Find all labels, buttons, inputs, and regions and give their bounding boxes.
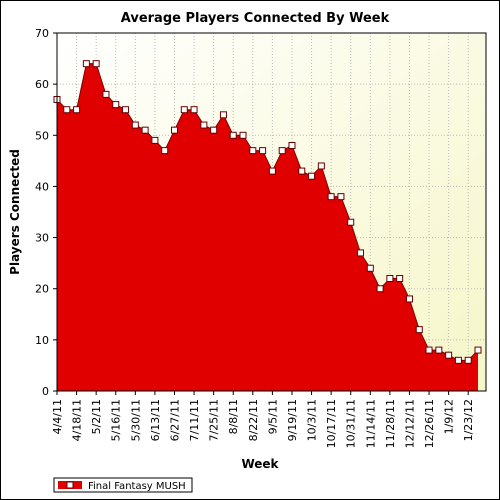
marker: [386, 274, 394, 282]
legend-box: [53, 477, 193, 493]
x-tick-label: 7/25/11: [208, 399, 221, 441]
x-tick-label: 10/3/11: [306, 399, 319, 441]
marker: [268, 167, 276, 175]
marker: [327, 193, 335, 201]
x-tick-label: 5/2/11: [90, 399, 103, 434]
legend-label: Final Fantasy MUSH: [88, 481, 186, 492]
y-tick-label: 20: [35, 283, 49, 296]
marker: [308, 172, 316, 180]
marker: [122, 106, 130, 114]
marker: [445, 351, 453, 359]
x-axis-title: Week: [241, 457, 279, 471]
marker: [405, 295, 413, 303]
marker: [396, 274, 404, 282]
y-tick-label: 70: [35, 27, 49, 40]
x-tick-label: 7/11/11: [188, 399, 201, 441]
marker: [415, 326, 423, 334]
marker: [219, 111, 227, 119]
x-tick-label: 11/14/11: [364, 399, 377, 448]
marker: [63, 106, 71, 114]
marker: [180, 106, 188, 114]
marker: [102, 90, 110, 98]
x-tick-label: 12/12/11: [403, 399, 416, 448]
x-tick-label: 4/18/11: [71, 399, 84, 441]
marker: [131, 121, 139, 129]
marker: [249, 147, 257, 155]
x-tick-label: 1/9/12: [443, 399, 456, 434]
marker: [366, 264, 374, 272]
x-tick-label: 1/23/12: [462, 399, 475, 441]
x-tick-label: 4/4/11: [51, 399, 64, 434]
y-tick-label: 30: [35, 232, 49, 245]
marker: [288, 142, 296, 150]
marker: [435, 346, 443, 354]
marker: [278, 147, 286, 155]
x-tick-label: 5/30/11: [129, 399, 142, 441]
marker: [161, 147, 169, 155]
marker: [425, 346, 433, 354]
marker: [112, 101, 120, 109]
x-tick-label: 6/27/11: [168, 399, 181, 441]
legend-marker: [66, 481, 74, 489]
marker: [170, 126, 178, 134]
marker: [347, 218, 355, 226]
marker: [141, 126, 149, 134]
y-axis-title: Players Connected: [8, 149, 22, 275]
marker: [151, 136, 159, 144]
x-tick-label: 9/5/11: [266, 399, 279, 434]
x-tick-label: 11/28/11: [384, 399, 397, 448]
chart-title: Average Players Connected By Week: [121, 11, 390, 26]
x-tick-label: 6/13/11: [149, 399, 162, 441]
marker: [464, 356, 472, 364]
x-tick-label: 5/16/11: [110, 399, 123, 441]
marker: [210, 126, 218, 134]
x-tick-label: 8/8/11: [227, 399, 240, 434]
marker: [298, 167, 306, 175]
area: [57, 63, 478, 391]
marker: [454, 356, 462, 364]
marker: [317, 162, 325, 170]
y-tick-label: 60: [35, 78, 49, 91]
x-tick-label: 8/22/11: [247, 399, 260, 441]
marker: [190, 106, 198, 114]
marker: [357, 249, 365, 257]
marker: [92, 60, 100, 68]
y-tick-label: 0: [42, 385, 49, 398]
marker: [376, 285, 384, 293]
marker: [200, 121, 208, 129]
y-tick-label: 10: [35, 334, 49, 347]
x-tick-label: 9/19/11: [286, 399, 299, 441]
x-tick-label: 12/26/11: [423, 399, 436, 448]
marker: [82, 60, 90, 68]
marker: [337, 193, 345, 201]
marker: [73, 106, 81, 114]
x-tick-label: 10/17/11: [325, 399, 338, 448]
marker: [239, 131, 247, 139]
plot-border: [56, 32, 487, 392]
x-tick-label: 10/31/11: [345, 399, 358, 448]
y-tick-label: 40: [35, 180, 49, 193]
marker: [229, 131, 237, 139]
marker: [474, 346, 482, 354]
y-tick-label: 50: [35, 129, 49, 142]
marker: [259, 147, 267, 155]
